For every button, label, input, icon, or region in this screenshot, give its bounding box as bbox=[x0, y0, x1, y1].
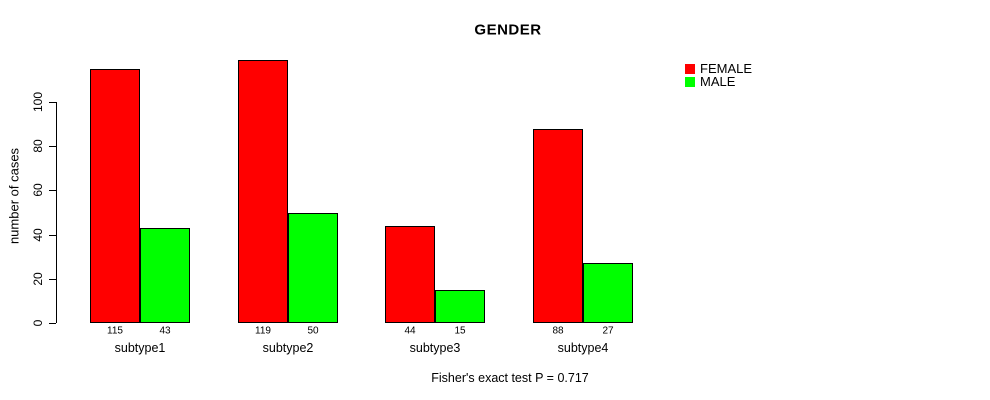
y-axis-tick bbox=[49, 190, 56, 192]
x-category-label-subtype1: subtype1 bbox=[114, 341, 166, 355]
y-axis-tick-label: 60 bbox=[31, 183, 45, 198]
legend-item-male: MALE bbox=[685, 73, 752, 89]
bar-male-subtype4 bbox=[583, 263, 633, 323]
bar-value-label: 15 bbox=[454, 325, 466, 337]
bar-value-label: 119 bbox=[255, 325, 271, 337]
legend-label-male: MALE bbox=[700, 73, 736, 89]
bar-value-label: 44 bbox=[404, 325, 416, 337]
bar-female-subtype2 bbox=[238, 60, 288, 323]
y-axis-tick bbox=[49, 146, 56, 148]
bar-value-label: 27 bbox=[602, 325, 614, 337]
legend-swatch-female bbox=[685, 64, 695, 75]
bar-value-label: 88 bbox=[552, 325, 564, 337]
bar-female-subtype1 bbox=[90, 68, 140, 323]
chart-title: GENDER bbox=[474, 21, 542, 39]
bar-male-subtype2 bbox=[288, 212, 338, 323]
y-axis-tick-label: 80 bbox=[31, 139, 45, 153]
bar-value-label: 43 bbox=[159, 325, 171, 337]
bar-male-subtype3 bbox=[435, 289, 485, 323]
legend-label-female: FEMALE bbox=[700, 61, 753, 77]
bar-value-label: 50 bbox=[307, 325, 319, 337]
caption-fishers-exact-test: Fisher's exact test P = 0.717 bbox=[431, 371, 589, 385]
bar-female-subtype4 bbox=[533, 128, 583, 323]
bar-value-label: 115 bbox=[107, 325, 123, 337]
y-axis-tick-label: 100 bbox=[31, 91, 45, 113]
legend: FEMALE MALE bbox=[685, 61, 753, 89]
x-category-label-subtype2: subtype2 bbox=[262, 341, 314, 355]
y-axis-tick bbox=[49, 278, 56, 280]
bar-female-subtype3 bbox=[385, 225, 435, 323]
legend-item-female: FEMALE bbox=[685, 61, 753, 77]
x-category-label-subtype3: subtype3 bbox=[409, 341, 461, 355]
y-axis-tick bbox=[49, 102, 56, 103]
legend-swatch-male bbox=[685, 76, 695, 87]
x-category-label-subtype4: subtype4 bbox=[557, 341, 609, 355]
y-axis-tick bbox=[49, 323, 56, 324]
y-axis-line bbox=[56, 102, 57, 323]
y-axis-tick-label: 40 bbox=[31, 227, 45, 242]
bar-male-subtype1 bbox=[140, 227, 190, 323]
y-axis-tick bbox=[49, 234, 56, 236]
y-axis-tick-label: 0 bbox=[31, 319, 45, 327]
y-axis-tick-label: 20 bbox=[31, 272, 45, 286]
